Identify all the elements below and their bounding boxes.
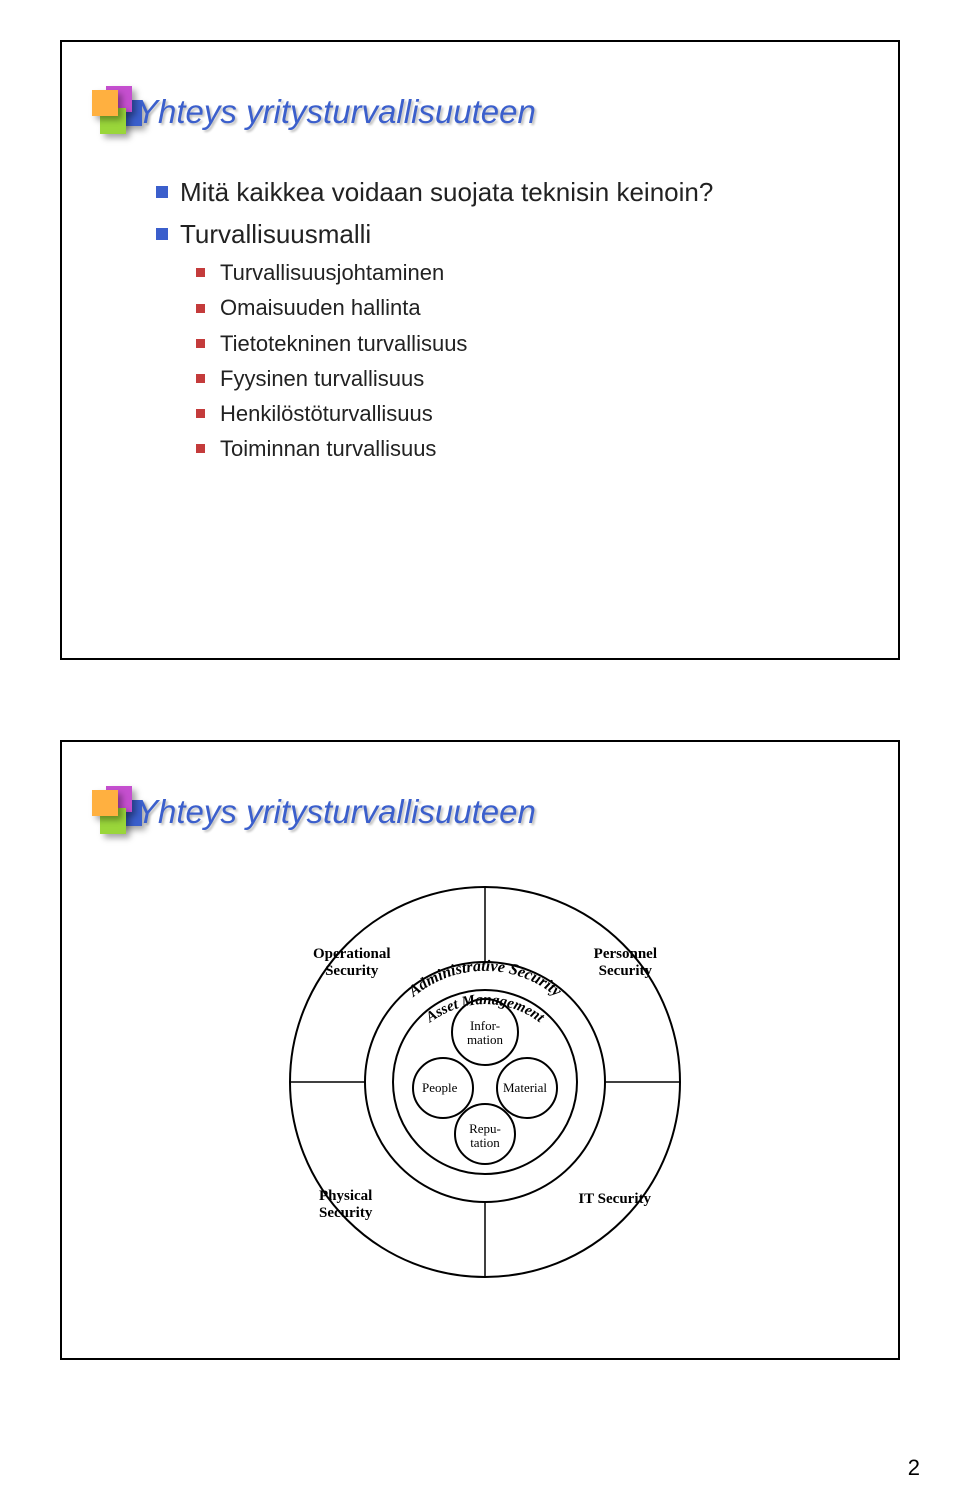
slide-2: Yhteys yritysturvallisuuteen Administrat… bbox=[60, 740, 900, 1360]
security-model-diagram: Administrative Security Asset Management… bbox=[275, 872, 695, 1292]
diagram-svg: Administrative Security Asset Management bbox=[275, 872, 695, 1292]
subbullet-3: Tietotekninen turvallisuus bbox=[192, 326, 848, 361]
slide1-bullets: Mitä kaikkea voidaan suojata teknisin ke… bbox=[152, 172, 848, 466]
bullet-2: Turvallisuusmalli bbox=[152, 214, 848, 256]
page-number: 2 bbox=[908, 1455, 920, 1481]
quadrant-tl: OperationalSecurity bbox=[313, 946, 391, 981]
subbullet-4: Fyysinen turvallisuus bbox=[192, 361, 848, 396]
subbullet-6: Toiminnan turvallisuus bbox=[192, 431, 848, 466]
subbullet-5: Henkilöstöturvallisuus bbox=[192, 396, 848, 431]
slide1-title-block: Yhteys yritysturvallisuuteen bbox=[122, 82, 848, 142]
core-bottom: Repu-tation bbox=[467, 1122, 503, 1149]
slide2-title: Yhteys yritysturvallisuuteen bbox=[136, 793, 536, 831]
slide-1: Yhteys yritysturvallisuuteen Mitä kaikke… bbox=[60, 40, 900, 660]
quadrant-bl: PhysicalSecurity bbox=[319, 1188, 372, 1223]
subbullet-2: Omaisuuden hallinta bbox=[192, 290, 848, 325]
core-left: People bbox=[422, 1081, 457, 1095]
core-top: Infor-mation bbox=[465, 1019, 505, 1046]
quadrant-br: IT Security bbox=[578, 1191, 651, 1208]
slide1-subbullets: Turvallisuusjohtaminen Omaisuuden hallin… bbox=[192, 255, 848, 466]
subbullet-1: Turvallisuusjohtaminen bbox=[192, 255, 848, 290]
slide2-title-block: Yhteys yritysturvallisuuteen bbox=[122, 782, 848, 842]
core-right: Material bbox=[503, 1081, 547, 1095]
quadrant-tr: PersonnelSecurity bbox=[594, 946, 657, 981]
slide1-title: Yhteys yritysturvallisuuteen bbox=[136, 93, 536, 131]
title-accent-icon bbox=[92, 790, 138, 836]
bullet-1: Mitä kaikkea voidaan suojata teknisin ke… bbox=[152, 172, 848, 214]
title-accent-icon bbox=[92, 90, 138, 136]
